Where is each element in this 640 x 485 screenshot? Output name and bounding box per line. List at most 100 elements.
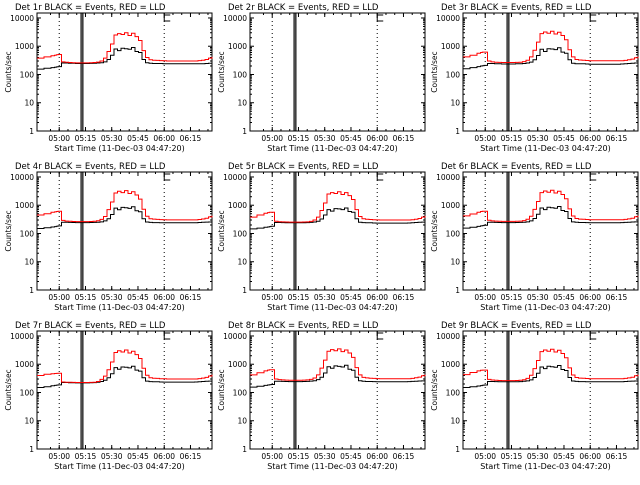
y-tick-label: 1 [242, 127, 247, 136]
y-axis-label: Counts/sec [4, 51, 13, 92]
x-axis-label: Start Time (11-Dec-03 04:47:20) [54, 303, 185, 312]
x-axis-label: Start Time (11-Dec-03 04:47:20) [480, 462, 611, 471]
bracket-marker [589, 14, 597, 22]
y-tick-label: 100 [233, 388, 248, 397]
series-line-lld [463, 348, 639, 382]
y-tick-label: 100 [20, 388, 35, 397]
x-tick-label: 05:30 [527, 134, 549, 143]
panel-det-2r: Det 2r BLACK = Events, RED = LLD 1 10 100 10… [217, 3, 426, 153]
x-axis-label: Start Time (11-Dec-03 04:47:20) [54, 144, 185, 153]
plot-frame [249, 330, 426, 450]
x-tick-label: 05:15 [75, 452, 97, 461]
y-tick-label: 1000 [15, 201, 34, 210]
x-tick-label: 05:00 [261, 452, 283, 461]
panel-det-8r: Det 8r BLACK = Events, RED = LLD 1 10 100 10… [217, 321, 426, 471]
plot-frame [462, 171, 639, 291]
panel-title: Det 3r BLACK = Events, RED = LLD [441, 3, 592, 13]
y-axis-label: Counts/sec [430, 210, 439, 251]
y-tick-label: 10000 [10, 332, 34, 341]
x-tick-label: 05:15 [501, 293, 523, 302]
x-tick-label: 05:15 [75, 134, 97, 143]
x-tick-label: 06:15 [606, 134, 628, 143]
x-tick-label: 05:45 [553, 134, 575, 143]
x-tick-label: 05:45 [127, 293, 149, 302]
x-tick-label: 05:00 [261, 293, 283, 302]
y-tick-label: 100 [446, 388, 461, 397]
x-axis-label: Start Time (11-Dec-03 04:47:20) [267, 144, 398, 153]
x-tick-label: 06:00 [366, 293, 388, 302]
series-line-lld [250, 191, 426, 223]
bracket-marker [376, 173, 384, 181]
x-tick-label: 06:00 [579, 293, 601, 302]
y-tick-label: 1 [455, 445, 460, 454]
y-tick-label: 10000 [10, 14, 34, 23]
y-tick-label: 10 [24, 99, 34, 108]
bracket-marker [163, 173, 171, 181]
y-tick-label: 10000 [10, 173, 34, 182]
x-tick-label: 06:15 [606, 293, 628, 302]
series-line-lld [37, 32, 213, 64]
bracket-marker [163, 14, 171, 22]
x-tick-label: 05:45 [127, 452, 149, 461]
x-tick-label: 05:15 [288, 134, 310, 143]
x-tick-label: 05:45 [553, 293, 575, 302]
x-tick-label: 05:45 [340, 293, 362, 302]
y-tick-label: 1 [29, 286, 34, 295]
series-line-lld [37, 190, 213, 223]
plot-frame [249, 171, 426, 291]
plot-frame [249, 12, 426, 132]
x-tick-label: 05:45 [340, 452, 362, 461]
y-tick-label: 100 [20, 229, 35, 238]
x-tick-label: 05:30 [101, 293, 123, 302]
x-tick-label: 05:30 [527, 452, 549, 461]
y-axis-label: Counts/sec [217, 51, 226, 92]
x-tick-label: 06:00 [153, 134, 175, 143]
y-tick-label: 10 [237, 99, 247, 108]
y-tick-label: 1000 [228, 201, 247, 210]
panel-det-5r: Det 5r BLACK = Events, RED = LLD 1 10 100 10… [217, 162, 426, 312]
x-tick-label: 06:15 [606, 452, 628, 461]
y-tick-label: 10000 [436, 14, 460, 23]
series-line-events [37, 206, 213, 229]
y-tick-label: 1 [242, 445, 247, 454]
y-axis-label: Counts/sec [217, 369, 226, 410]
bracket-marker [589, 173, 597, 181]
series-line-events [37, 47, 213, 70]
y-axis-label: Counts/sec [217, 210, 226, 251]
y-tick-label: 10 [237, 417, 247, 426]
y-tick-label: 1 [455, 127, 460, 136]
panel-title: Det 1r BLACK = Events, RED = LLD [15, 3, 166, 13]
x-tick-label: 05:00 [474, 452, 496, 461]
x-tick-label: 06:15 [180, 452, 202, 461]
panel-title: Det 7r BLACK = Events, RED = LLD [15, 321, 166, 331]
x-tick-label: 05:00 [48, 134, 70, 143]
x-tick-label: 06:15 [393, 293, 415, 302]
y-tick-label: 10 [450, 417, 460, 426]
x-tick-label: 05:00 [261, 134, 283, 143]
x-tick-label: 05:45 [340, 134, 362, 143]
x-tick-label: 05:30 [314, 293, 336, 302]
series-line-events [463, 47, 639, 70]
y-tick-label: 1 [29, 445, 34, 454]
plot-frame [36, 171, 213, 291]
x-tick-label: 05:15 [288, 452, 310, 461]
x-tick-label: 05:30 [527, 293, 549, 302]
y-tick-label: 1000 [15, 360, 34, 369]
panel-det-3r: Det 3r BLACK = Events, RED = LLD 1 10 100 10… [430, 3, 639, 153]
x-tick-label: 06:00 [366, 134, 388, 143]
panel-det-7r: Det 7r BLACK = Events, RED = LLD 1 10 100 10… [4, 321, 213, 471]
y-tick-label: 10000 [436, 332, 460, 341]
x-tick-label: 06:00 [579, 452, 601, 461]
y-tick-label: 100 [446, 229, 461, 238]
y-tick-label: 1000 [15, 42, 34, 51]
y-tick-label: 1 [29, 127, 34, 136]
series-line-events [463, 206, 639, 229]
x-tick-label: 05:15 [288, 293, 310, 302]
y-tick-label: 100 [233, 70, 248, 79]
y-tick-label: 10 [237, 258, 247, 267]
panel-title: Det 4r BLACK = Events, RED = LLD [15, 162, 166, 172]
x-tick-label: 05:00 [474, 134, 496, 143]
bracket-marker [163, 332, 171, 340]
series-line-events [250, 364, 426, 388]
y-axis-label: Counts/sec [430, 51, 439, 92]
